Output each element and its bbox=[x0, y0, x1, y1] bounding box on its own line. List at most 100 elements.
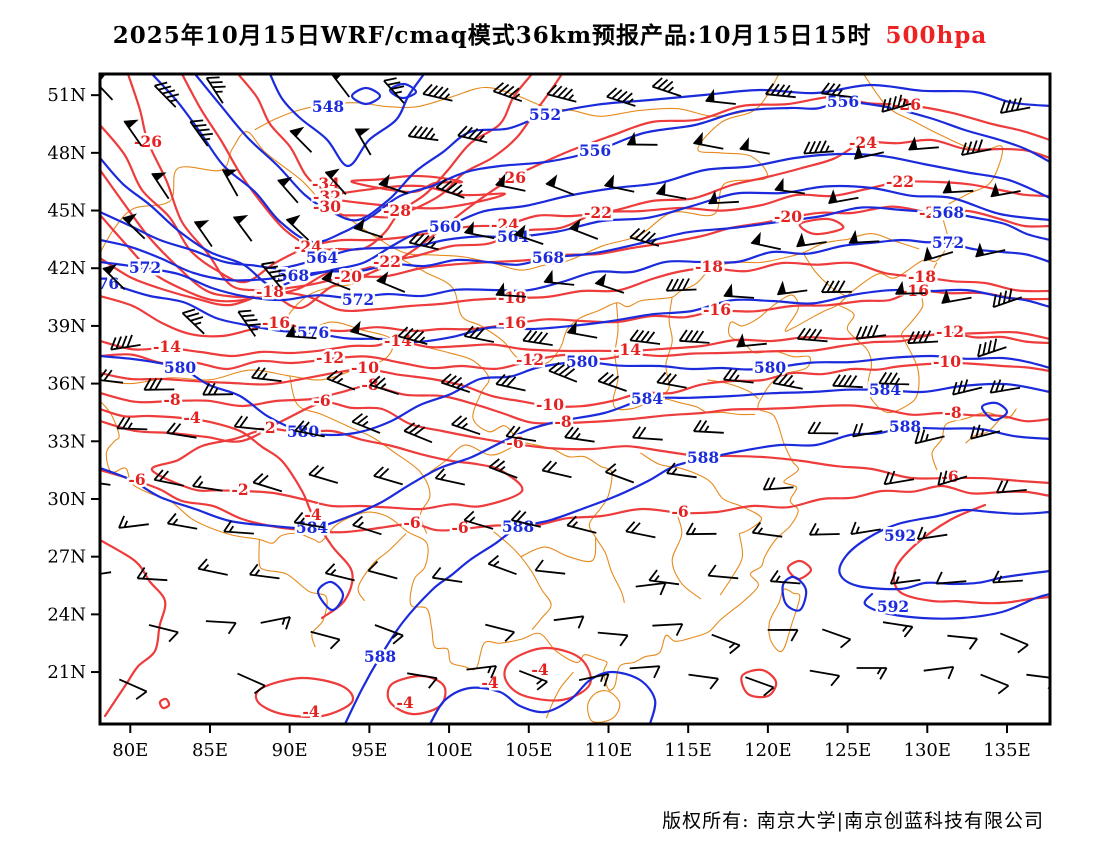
barb-staff bbox=[656, 371, 687, 389]
shaanxi-henan-boundary bbox=[612, 302, 756, 416]
yunnan-guizhou-boundary bbox=[493, 531, 552, 631]
barb-staff bbox=[767, 628, 799, 642]
wind-barb bbox=[564, 426, 595, 443]
contour-label: -8 bbox=[944, 403, 961, 422]
barb-staff bbox=[849, 240, 880, 244]
wind-barb bbox=[222, 169, 239, 197]
contour-label: -22 bbox=[373, 252, 401, 271]
wind-barb bbox=[434, 468, 465, 486]
contour-label: -34 bbox=[312, 174, 340, 193]
barb-staff bbox=[992, 288, 1022, 309]
barb-staff bbox=[383, 77, 405, 104]
barb-staff bbox=[821, 280, 852, 294]
contour-label: -10 bbox=[351, 358, 379, 377]
height-contour-568 bbox=[100, 206, 1050, 282]
height-contour-580 bbox=[100, 354, 1050, 437]
barb-staff bbox=[832, 374, 863, 389]
northeast-boundary-2 bbox=[802, 252, 848, 298]
wind-barb bbox=[116, 416, 148, 431]
contour-label: -24 bbox=[849, 133, 877, 152]
barb-staff bbox=[518, 669, 548, 691]
temp-contour--12 bbox=[100, 331, 1050, 371]
height-contour-592 bbox=[863, 592, 1050, 620]
northeast-boundary-1 bbox=[847, 233, 920, 250]
barb-staff bbox=[970, 424, 1001, 440]
barb-staff bbox=[260, 616, 291, 630]
barb-staff bbox=[495, 183, 526, 192]
wind-barb bbox=[914, 429, 945, 445]
barb-staff bbox=[431, 566, 463, 583]
wind-barb bbox=[321, 269, 351, 291]
wind-barb bbox=[960, 139, 992, 156]
wind-barb bbox=[992, 570, 1023, 584]
wind-barb bbox=[518, 669, 548, 691]
barb-staff bbox=[629, 227, 660, 247]
contour-label: -10 bbox=[933, 352, 961, 371]
wind-barb bbox=[705, 88, 736, 105]
lon-axis-label: 130E bbox=[904, 740, 952, 761]
barb-staff bbox=[882, 621, 914, 638]
barb-staff bbox=[495, 373, 526, 392]
barb-staff bbox=[233, 216, 253, 242]
wind-barb bbox=[828, 189, 859, 204]
wind-barb bbox=[148, 624, 179, 643]
barb-staff bbox=[693, 142, 724, 150]
wind-barb bbox=[422, 83, 453, 102]
lat-axis-label: 39N bbox=[47, 316, 86, 337]
wind-barb bbox=[916, 526, 948, 540]
wind-barb bbox=[568, 218, 599, 240]
wind-barb bbox=[894, 280, 926, 295]
wind-barb bbox=[629, 329, 661, 345]
lat-axis-label: 33N bbox=[47, 431, 86, 452]
wind-barb bbox=[249, 563, 280, 580]
barb-staff bbox=[407, 125, 439, 142]
wind-barb bbox=[487, 554, 517, 576]
wind-barb bbox=[807, 421, 839, 435]
lon-axis-label: 115E bbox=[664, 740, 712, 761]
wind-barb bbox=[118, 515, 149, 529]
barb-staff bbox=[666, 462, 697, 479]
contour-label: 572 bbox=[129, 258, 161, 277]
wind-barb bbox=[252, 473, 283, 493]
contour-label: 588 bbox=[502, 517, 534, 536]
contour-label: -4 bbox=[302, 702, 319, 721]
wind-barb bbox=[308, 464, 339, 484]
wind-barb bbox=[237, 672, 266, 695]
wind-barb bbox=[463, 221, 495, 240]
temp-contour--4 bbox=[503, 646, 592, 702]
wind-barb bbox=[324, 563, 355, 582]
contour-label: -4 bbox=[396, 693, 413, 712]
sichuan-hunan-boundary bbox=[515, 440, 625, 603]
wind-barb bbox=[260, 616, 291, 630]
wind-barb bbox=[153, 469, 184, 487]
temperature-contours bbox=[100, 74, 1050, 718]
barb-staff bbox=[705, 99, 736, 105]
barb-staff bbox=[980, 673, 1010, 695]
wind-barb bbox=[166, 512, 198, 530]
wind-barb bbox=[352, 515, 382, 536]
temp-contour--24 bbox=[100, 123, 1050, 284]
wind-barb bbox=[181, 308, 205, 335]
barb-staff bbox=[369, 375, 399, 396]
height-contour-572 bbox=[100, 238, 1050, 302]
wind-barb bbox=[205, 76, 226, 104]
barb-staff bbox=[652, 623, 684, 637]
barb-staff bbox=[522, 329, 553, 346]
wind-barb bbox=[767, 628, 799, 642]
barb-staff bbox=[989, 379, 1021, 394]
wind-barb bbox=[566, 515, 597, 534]
barb-staff bbox=[353, 227, 383, 239]
wind-barb-layer bbox=[100, 74, 1050, 700]
wind-barb bbox=[166, 422, 197, 439]
barb-staff bbox=[324, 563, 355, 582]
contour-label: -14 bbox=[613, 340, 641, 359]
temp-contour--30 bbox=[236, 74, 564, 219]
barb-staff bbox=[463, 510, 494, 530]
wind-barb bbox=[353, 217, 383, 239]
barb-pennant bbox=[894, 280, 905, 295]
contour-label: 588 bbox=[364, 647, 396, 666]
wind-barb bbox=[907, 330, 939, 345]
title-text: 2025年10月15日WRF/cmaq模式36km预报产品:10月15日15时 bbox=[112, 22, 872, 49]
wind-barb bbox=[513, 224, 544, 245]
